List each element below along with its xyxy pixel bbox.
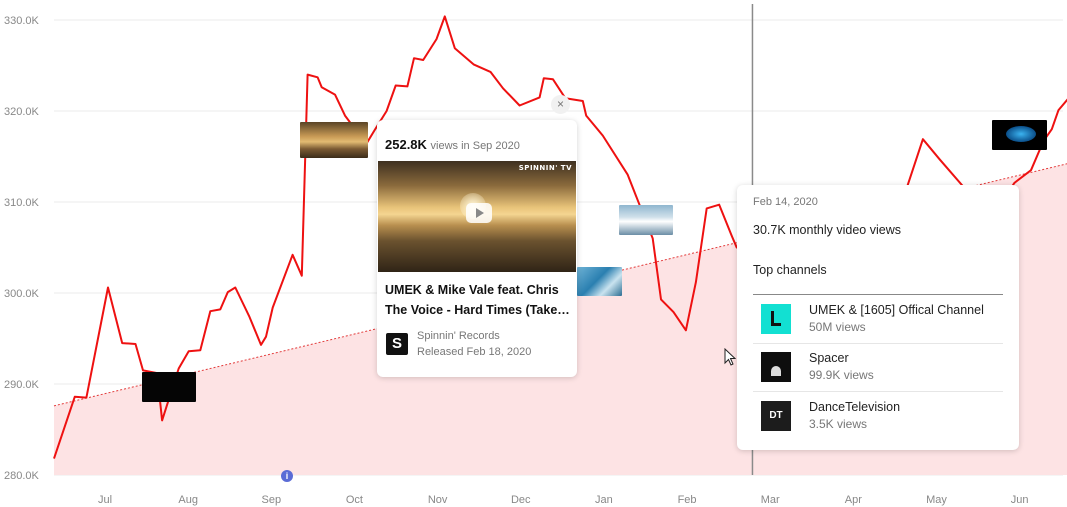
x-tick-label: Oct [346,494,363,506]
close-icon[interactable]: × [551,95,570,114]
channel-row[interactable]: Spacer 99.9K views [753,343,1003,392]
video-views-value: 252.8K [385,137,427,152]
channel-row[interactable]: UMEK & [1605] Offical Channel 50M views [753,295,1003,344]
video-detail-card[interactable]: 252.8K views in Sep 2020 SPINNIN' TV UME… [377,120,577,377]
x-tick-label: Nov [428,494,448,506]
video-views-suffix: views in Sep 2020 [430,140,520,152]
x-tick-label: Aug [178,494,198,506]
mouse-cursor-icon [724,348,736,366]
channel-name[interactable]: DanceTelevision [809,400,901,414]
x-tick-label: Dec [511,494,531,506]
channel-row[interactable]: DT DanceTelevision 3.5K views [753,392,1003,440]
channel-views: 99.9K views [809,368,874,382]
y-tick-label: 280.0K [4,470,40,482]
x-tick-label: Feb [678,494,697,506]
x-tick-label: Jan [595,494,613,506]
top-channels-heading: Top channels [753,263,827,277]
divider [753,294,1003,295]
play-icon[interactable] [466,203,492,223]
info-date: Feb 14, 2020 [753,196,818,208]
annotation-marker-icon[interactable]: i [281,470,293,482]
dancetelevision-logo-icon: DT [761,401,791,431]
video-title[interactable]: UMEK & Mike Vale feat. Chris The Voice -… [385,283,569,317]
channel-name[interactable]: UMEK & [1605] Offical Channel [809,303,984,317]
video-thumbnail[interactable] [300,122,368,158]
info-monthly-views: 30.7K monthly video views [753,223,901,237]
spacer-logo-icon [761,352,791,382]
channel-badge: SPINNIN' TV [518,164,572,172]
y-tick-label: 310.0K [4,197,40,209]
video-channel-name[interactable]: Spinnin' Records [417,330,500,342]
video-views-header: 252.8K views in Sep 2020 [385,137,520,152]
video-thumbnail[interactable] [142,372,196,402]
channel-views: 50M views [809,320,866,334]
x-tick-label: Jun [1011,494,1029,506]
x-tick-label: Mar [761,494,780,506]
y-tick-label: 330.0K [4,15,40,27]
y-tick-label: 290.0K [4,379,40,391]
video-thumbnail[interactable] [992,120,1047,150]
umek-logo-icon [761,304,791,334]
y-tick-label: 300.0K [4,288,40,300]
spinnin-logo-icon: S [386,333,408,355]
y-tick-label: 320.0K [4,106,40,118]
channel-name[interactable]: Spacer [809,351,849,365]
x-tick-label: Jul [98,494,112,506]
video-thumbnail[interactable] [577,267,622,296]
channel-views: 3.5K views [809,417,868,431]
x-tick-label: May [926,494,947,506]
video-preview-image[interactable]: SPINNIN' TV [378,161,576,272]
hover-info-card: Feb 14, 2020 30.7K monthly video views T… [737,185,1019,450]
video-release-date: Released Feb 18, 2020 [417,346,532,358]
x-tick-label: Sep [262,494,282,506]
x-tick-label: Apr [845,494,862,506]
video-thumbnail[interactable] [619,205,673,235]
